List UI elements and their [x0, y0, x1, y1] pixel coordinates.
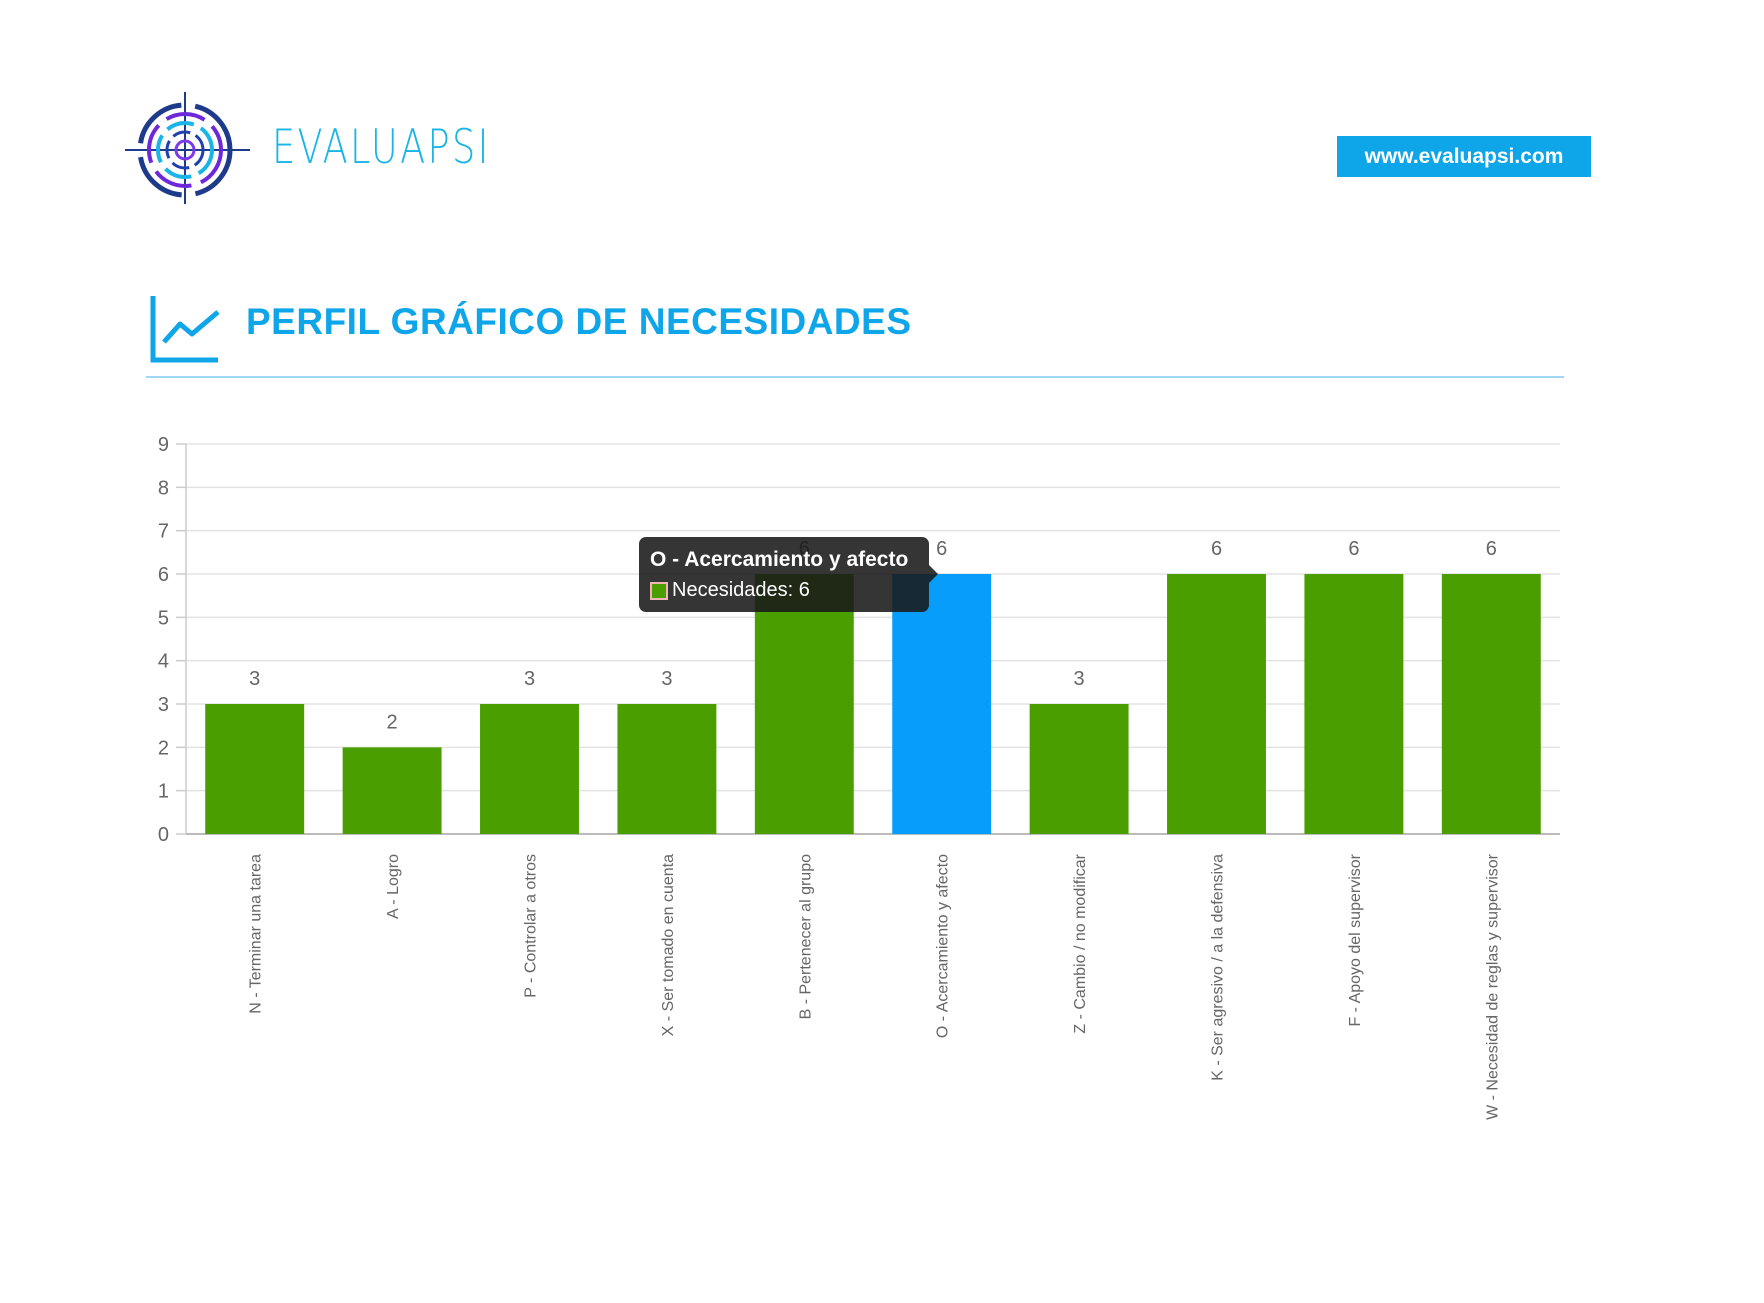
chart-tooltip: O - Acercamiento y afecto Necesidades: 6 [639, 537, 938, 612]
tooltip-value: Necesidades: 6 [672, 579, 810, 602]
x-category-label: W - Necesidad de reglas y supervisor [1484, 853, 1501, 1120]
y-tick-label: 8 [158, 477, 169, 499]
x-category-label: Z - Cambio / no modificar [1072, 853, 1089, 1033]
tooltip-title: O - Acercamiento y afecto [650, 548, 909, 571]
x-category-label: A - Logro [385, 854, 402, 919]
y-tick-label: 6 [158, 564, 169, 586]
bar [1441, 574, 1541, 834]
bar [342, 747, 442, 834]
x-category-label: X - Ser tomado en cuenta [660, 854, 677, 1036]
data-label: 3 [661, 668, 672, 690]
section-divider [146, 376, 1564, 378]
section-title: PERFIL GRÁFICO DE NECESIDADES [246, 301, 912, 342]
bar [892, 574, 992, 834]
y-tick-label: 7 [158, 521, 169, 543]
data-label: 3 [1074, 668, 1085, 690]
data-label: 3 [249, 668, 260, 690]
data-label: 6 [1211, 538, 1222, 560]
data-label: 2 [387, 711, 398, 733]
bar [205, 704, 305, 834]
y-tick-label: 1 [158, 781, 169, 803]
data-label: 6 [936, 538, 947, 560]
data-label: 3 [524, 668, 535, 690]
x-category-label: K - Ser agresivo / a la defensiva [1210, 854, 1227, 1081]
bar [1304, 574, 1404, 834]
x-category-label: O - Acercamiento y afecto [935, 854, 952, 1038]
data-label: 6 [1348, 538, 1359, 560]
website-link[interactable]: www.evaluapsi.com [1337, 136, 1591, 177]
line-chart-icon [150, 296, 220, 363]
bar [754, 574, 854, 834]
bar [617, 704, 717, 834]
y-tick-label: 0 [158, 824, 169, 846]
x-category-label: B - Pertenecer al grupo [797, 854, 814, 1020]
x-category-label: F - Apoyo del supervisor [1347, 853, 1364, 1026]
y-tick-label: 2 [158, 737, 169, 759]
evaluapsi-logo-icon [125, 92, 250, 204]
tooltip-series-swatch [650, 581, 668, 600]
brand-name: EVALUAPSI [272, 120, 491, 175]
x-category-label: P - Controlar a otros [523, 854, 540, 998]
x-category-label: N - Terminar una tarea [248, 854, 265, 1014]
y-tick-label: 5 [158, 607, 169, 629]
y-tick-label: 9 [158, 434, 169, 456]
y-tick-label: 3 [158, 694, 169, 716]
data-label: 6 [1486, 538, 1497, 560]
bar [1029, 704, 1129, 834]
bar [1167, 574, 1266, 834]
y-tick-label: 4 [158, 651, 169, 673]
bar [480, 704, 579, 834]
